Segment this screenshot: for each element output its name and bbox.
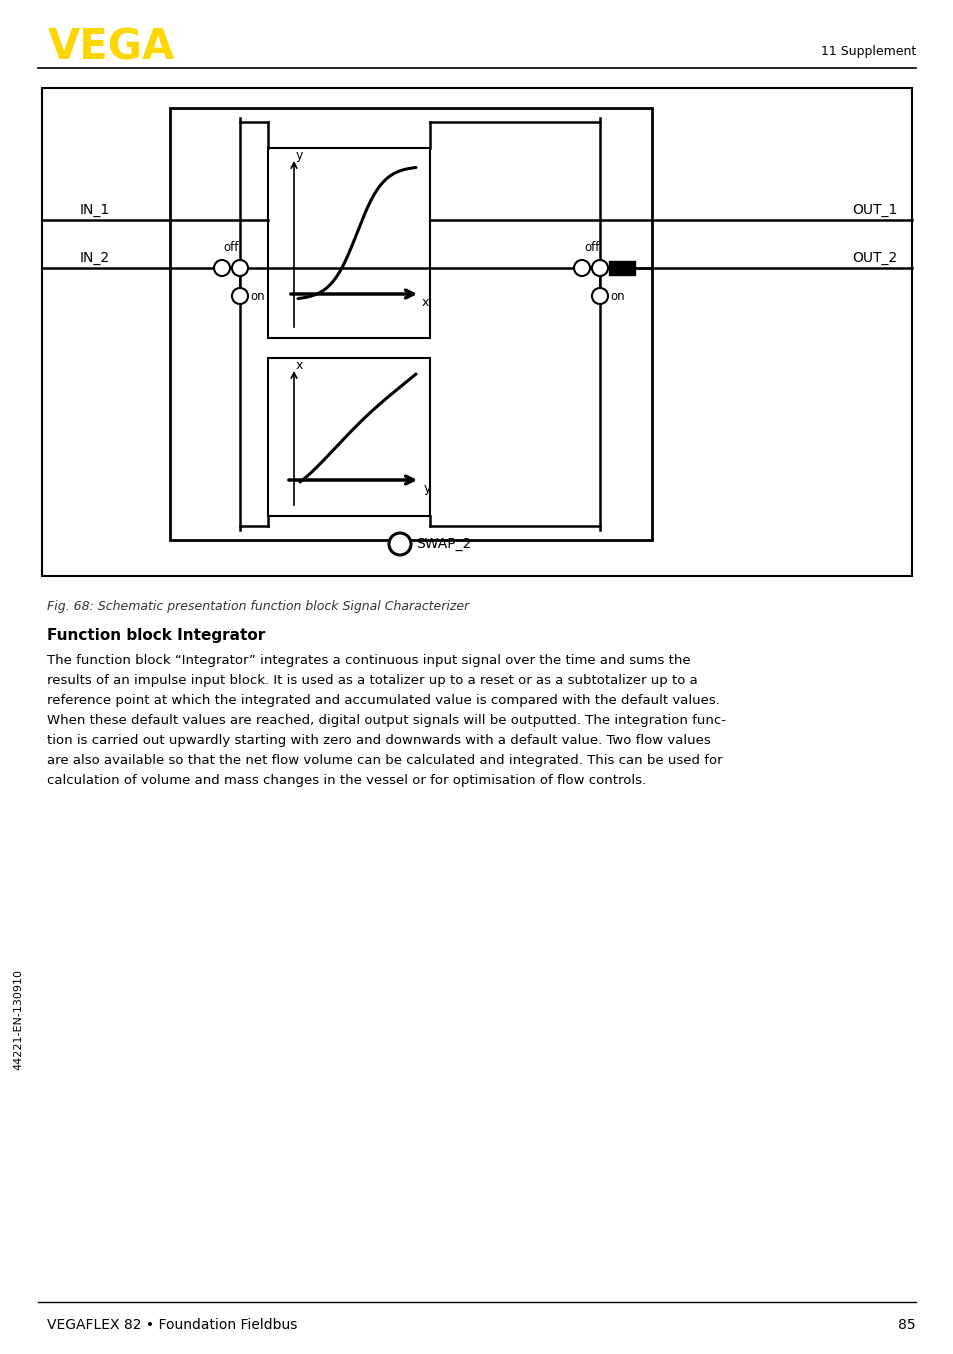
Text: IN_1: IN_1 bbox=[80, 203, 111, 217]
Text: off: off bbox=[583, 241, 598, 255]
Text: 85: 85 bbox=[898, 1317, 915, 1332]
Text: When these default values are reached, digital output signals will be outputted.: When these default values are reached, d… bbox=[47, 714, 725, 727]
Circle shape bbox=[389, 533, 411, 555]
Circle shape bbox=[592, 288, 607, 305]
Text: tion is carried out upwardly starting with zero and downwards with a default val: tion is carried out upwardly starting wi… bbox=[47, 734, 710, 747]
Bar bbox=[170, 108, 651, 540]
Text: calculation of volume and mass changes in the vessel or for optimisation of flow: calculation of volume and mass changes i… bbox=[47, 774, 645, 787]
Text: SWAP_2: SWAP_2 bbox=[416, 538, 471, 551]
Text: x: x bbox=[421, 297, 429, 309]
Text: OUT_2: OUT_2 bbox=[852, 250, 897, 265]
Text: reference point at which the integrated and accumulated value is compared with t: reference point at which the integrated … bbox=[47, 695, 720, 707]
Circle shape bbox=[592, 260, 607, 276]
Circle shape bbox=[574, 260, 589, 276]
Bar bbox=[42, 88, 911, 575]
Text: on: on bbox=[250, 290, 264, 302]
Text: Function block Integrator: Function block Integrator bbox=[47, 628, 265, 643]
Text: are also available so that the net flow volume can be calculated and integrated.: are also available so that the net flow … bbox=[47, 754, 721, 766]
Text: VEGAFLEX 82 • Foundation Fieldbus: VEGAFLEX 82 • Foundation Fieldbus bbox=[47, 1317, 297, 1332]
Circle shape bbox=[213, 260, 230, 276]
Text: 44221-EN-130910: 44221-EN-130910 bbox=[13, 969, 23, 1071]
Text: results of an impulse input block. It is used as a totalizer up to a reset or as: results of an impulse input block. It is… bbox=[47, 674, 697, 686]
Bar bbox=[268, 357, 430, 516]
Text: VEGA: VEGA bbox=[48, 27, 175, 69]
Text: 11 Supplement: 11 Supplement bbox=[820, 46, 915, 58]
Text: Fig. 68: Schematic presentation function block Signal Characterizer: Fig. 68: Schematic presentation function… bbox=[47, 600, 469, 613]
Text: IN_2: IN_2 bbox=[80, 250, 110, 265]
Text: off: off bbox=[223, 241, 238, 255]
Text: x: x bbox=[295, 359, 303, 372]
Text: y: y bbox=[295, 149, 303, 162]
Text: OUT_1: OUT_1 bbox=[852, 203, 897, 217]
Circle shape bbox=[232, 288, 248, 305]
Text: on: on bbox=[609, 290, 624, 302]
Text: The function block “Integrator” integrates a continuous input signal over the ti: The function block “Integrator” integrat… bbox=[47, 654, 690, 668]
Bar bbox=[608, 261, 635, 275]
Circle shape bbox=[232, 260, 248, 276]
Bar bbox=[268, 148, 430, 338]
Text: y: y bbox=[423, 482, 431, 496]
